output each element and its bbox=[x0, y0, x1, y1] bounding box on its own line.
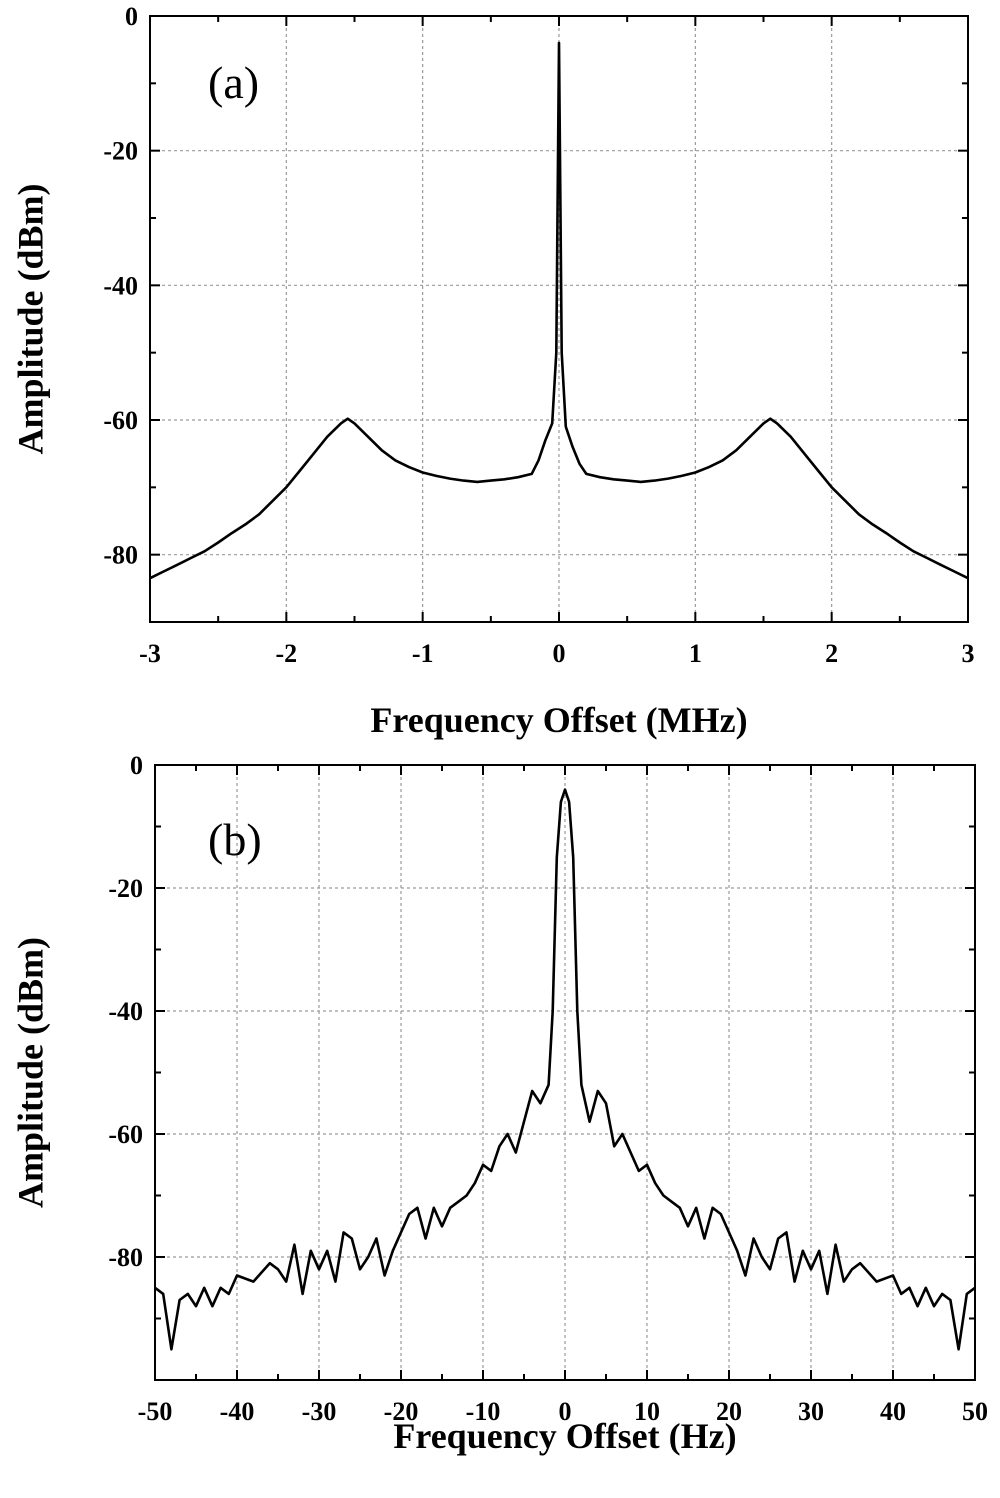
x-tick-label: -20 bbox=[384, 1397, 419, 1426]
x-tick-label: -1 bbox=[412, 639, 434, 668]
panel-label: (b) bbox=[208, 814, 262, 865]
x-tick-label: 40 bbox=[880, 1397, 906, 1426]
y-axis-title: Amplitude (dBm) bbox=[10, 937, 50, 1208]
x-tick-label: -2 bbox=[275, 639, 297, 668]
x-tick-label: -10 bbox=[466, 1397, 501, 1426]
y-tick-label: -80 bbox=[103, 541, 138, 570]
x-axis-title: Frequency Offset (Hz) bbox=[393, 1416, 736, 1456]
panel-label: (a) bbox=[208, 57, 259, 108]
chart-panel-b: -50 -40 -30 -20 -10 0 10 20 30 40 50 0 -20 -40 -60 -80 F… bbox=[10, 751, 988, 1456]
y-tick-label: -20 bbox=[108, 874, 143, 903]
x-tick-label: 3 bbox=[962, 639, 975, 668]
y-tick-label: -40 bbox=[103, 271, 138, 300]
series-line bbox=[154, 788, 976, 1351]
gridlines bbox=[155, 765, 975, 1380]
x-tick-label: 10 bbox=[634, 1397, 660, 1426]
x-tick-label: 0 bbox=[559, 1397, 572, 1426]
x-axis-title: Frequency Offset (MHz) bbox=[370, 700, 747, 740]
x-tick-label: 1 bbox=[689, 639, 702, 668]
y-tick-label: -80 bbox=[108, 1243, 143, 1272]
y-tick-label: 0 bbox=[125, 2, 138, 31]
x-tick-label: 30 bbox=[798, 1397, 824, 1426]
x-tick-label: 2 bbox=[825, 639, 838, 668]
y-tick-label: -20 bbox=[103, 137, 138, 166]
axis-ticks bbox=[149, 15, 969, 623]
x-tick-label: 50 bbox=[962, 1397, 988, 1426]
x-tick-label: 0 bbox=[553, 639, 566, 668]
chart-panel-a: -3 -2 -1 0 1 2 3 0 -20 -40 -60 -80 Frequency Offset … bbox=[10, 2, 974, 740]
x-tick-label: -50 bbox=[138, 1397, 173, 1426]
axis-ticks bbox=[154, 764, 976, 1381]
x-tick-label: -30 bbox=[302, 1397, 337, 1426]
x-tick-label: 20 bbox=[716, 1397, 742, 1426]
y-tick-label: -40 bbox=[108, 997, 143, 1026]
x-tick-label: -40 bbox=[220, 1397, 255, 1426]
series-line bbox=[149, 41, 969, 580]
y-tick-label: 0 bbox=[130, 751, 143, 780]
y-tick-label: -60 bbox=[103, 406, 138, 435]
x-tick-label: -3 bbox=[139, 639, 161, 668]
y-tick-label: -60 bbox=[108, 1120, 143, 1149]
y-axis-title: Amplitude (dBm) bbox=[10, 183, 50, 454]
